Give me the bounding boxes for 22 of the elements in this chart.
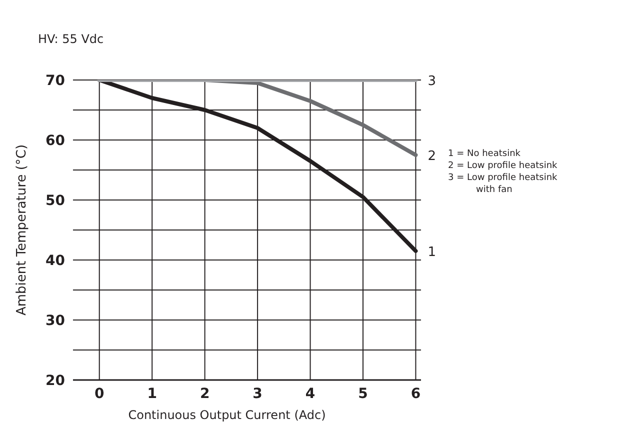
chart-title: HV: 55 Vdc xyxy=(38,32,104,46)
series-label: 2 xyxy=(428,149,436,164)
x-tick-label: 6 xyxy=(410,386,421,402)
text: 2 = Low profile heatsink xyxy=(448,160,558,172)
y-tick-label: 60 xyxy=(46,132,66,149)
x-tick-label: 3 xyxy=(252,386,262,402)
text: 1 = No heatsink xyxy=(448,148,522,160)
series-label: 3 xyxy=(428,74,436,89)
series-label: 1 xyxy=(428,245,436,260)
x-tick-label: 0 xyxy=(94,386,104,402)
x-tick-label: 4 xyxy=(305,386,316,402)
x-tick-label: 1 xyxy=(147,386,157,402)
y-tick-label: 50 xyxy=(46,192,66,209)
x-tick-label: 2 xyxy=(200,386,210,402)
x-tick-label: 5 xyxy=(358,386,368,402)
x-axis-title: Continuous Output Current (Adc) xyxy=(127,408,327,422)
y-tick-label: 20 xyxy=(46,372,66,389)
text: 3 = Low profile heatsink with fan xyxy=(448,172,558,196)
y-tick-label: 30 xyxy=(46,312,66,329)
y-axis-title: Ambient Temperature (°C) xyxy=(14,144,30,316)
y-tick-label: 40 xyxy=(46,252,66,269)
y-tick-label: 70 xyxy=(46,72,66,89)
